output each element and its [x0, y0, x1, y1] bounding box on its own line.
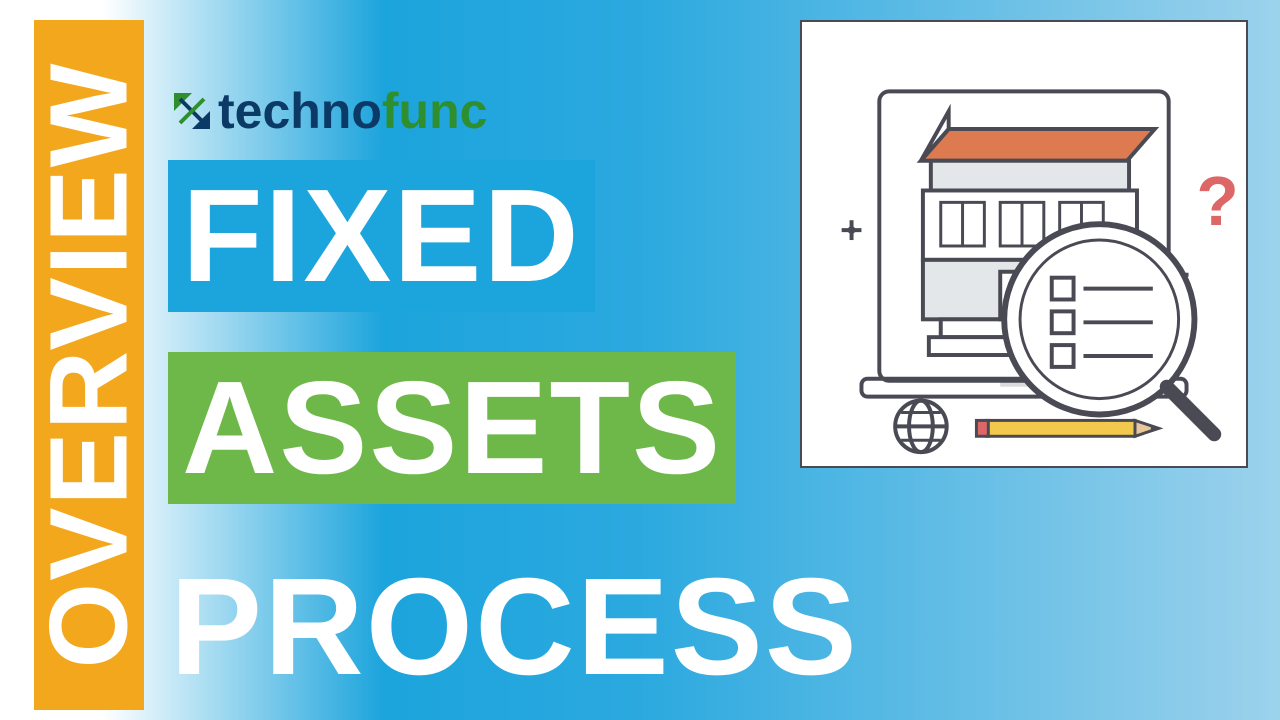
- logo-arrows-icon: [170, 89, 214, 133]
- pencil-icon: [976, 420, 1158, 436]
- title-word-fixed: FIXED: [168, 160, 595, 312]
- logo-text-part2: func: [382, 82, 488, 140]
- title-word-assets: ASSETS: [168, 352, 736, 504]
- logo-text: technofunc: [218, 82, 487, 140]
- svg-text:?: ?: [1196, 162, 1238, 240]
- sidebar-overview: OVERVIEW: [34, 20, 144, 710]
- logo-text-part1: techno: [218, 82, 382, 140]
- sidebar-label: OVERVIEW: [34, 62, 144, 669]
- logo: technofunc: [170, 82, 487, 140]
- illustration-frame: ?: [800, 20, 1248, 468]
- title-word-process: PROCESS: [156, 548, 873, 706]
